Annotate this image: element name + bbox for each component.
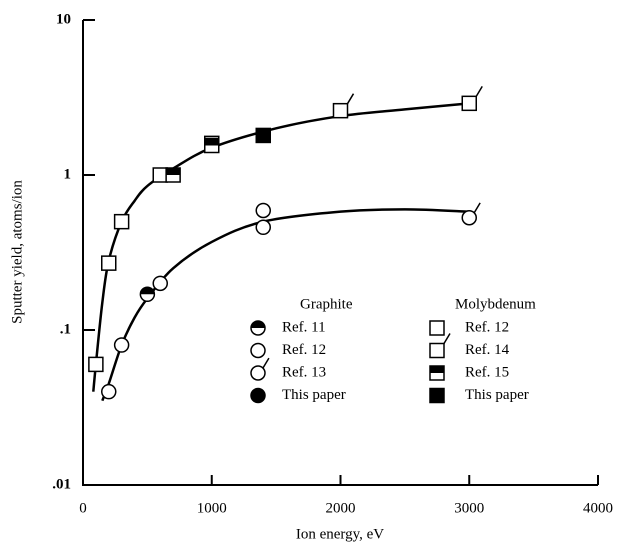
marker [332,93,355,119]
x-tick-label: 2000 [326,500,356,516]
marker-shape [101,383,117,400]
marker-shape [152,275,168,292]
marker-shape [152,167,168,183]
marker [461,85,483,112]
legend-title: Molybdenum [455,296,536,312]
marker-shape [255,127,271,144]
marker-half [430,366,444,373]
marker [429,365,445,381]
y-tick-label: .01 [52,476,71,492]
x-tick-label: 4000 [583,500,613,516]
marker [165,167,181,183]
legend-label: Ref. 14 [465,342,510,358]
marker-shape [429,387,445,404]
marker-tick [346,93,355,105]
marker-half [204,138,219,146]
marker-shape [250,342,266,359]
x-tick-label: 1000 [197,500,227,516]
legend-label: Ref. 11 [282,319,326,335]
marker-half [166,168,181,175]
fit-curve [101,208,470,402]
marker [250,342,266,359]
y-tick-label: 10 [56,11,71,27]
marker [139,286,156,303]
marker-tick [443,333,451,344]
y-tick-label: .1 [60,321,71,337]
marker [461,202,481,226]
legend-label: This paper [282,387,346,403]
marker [429,320,445,336]
marker-half [140,287,155,295]
legend-label: Ref. 13 [282,364,326,380]
marker [429,387,445,404]
marker [255,127,271,144]
marker-shape [255,219,271,236]
marker [429,333,451,359]
marker-shape [255,202,271,219]
y-axis-label: Sputter yield, atoms/ion [9,180,25,324]
marker [250,387,266,404]
marker-tick [473,202,481,214]
marker-shape [429,320,445,336]
marker [250,320,266,336]
y-tick-label: 1 [64,166,72,182]
marker-half [251,321,265,328]
marker [113,213,130,230]
marker [204,137,220,154]
legend-label: Ref. 12 [465,319,509,335]
marker [152,275,168,292]
marker-shape [113,213,130,230]
marker [152,167,168,183]
marker-shape [88,356,104,373]
marker [88,356,104,373]
marker-tick [475,85,483,97]
legend-label: Ref. 15 [465,364,509,380]
x-tick-label: 0 [79,500,87,516]
marker-tick [262,357,270,369]
axes [82,20,598,486]
marker [101,383,117,400]
legend-label: Ref. 12 [282,342,326,358]
marker [255,202,271,219]
legend-label: This paper [465,387,529,403]
x-axis-label: Ion energy, eV [296,526,384,542]
marker-shape [461,95,477,112]
marker-shape [332,102,349,119]
marker-shape [461,209,477,226]
marker [113,337,130,353]
marker-shape [101,255,117,271]
legend-title: Graphite [300,296,353,312]
x-tick-label: 3000 [454,500,484,516]
marker [250,357,270,381]
marker-shape [250,387,266,404]
marker [101,255,117,271]
marker-shape [113,337,130,353]
marker [255,219,271,236]
marker-shape [250,365,266,381]
marker-shape [429,342,445,359]
